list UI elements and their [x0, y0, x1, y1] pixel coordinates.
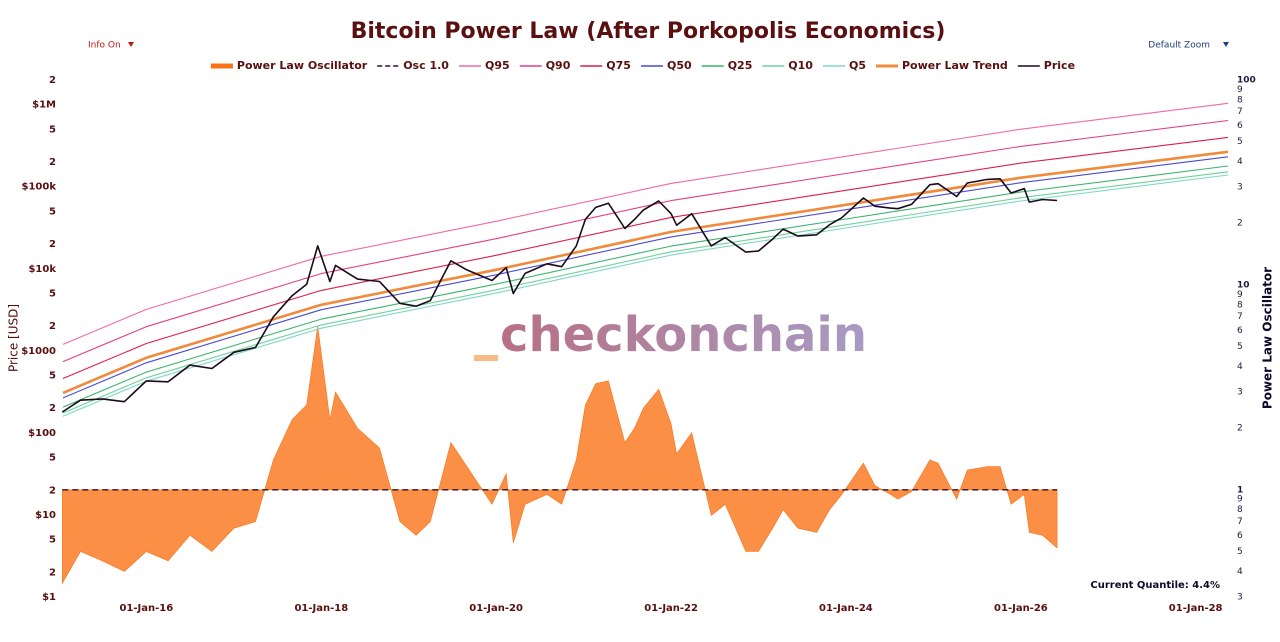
chart-title: Bitcoin Power Law (After Porkopolis Econ… — [351, 19, 946, 44]
y-tick-label: 2 — [49, 239, 56, 250]
legend-label: Q90 — [546, 59, 571, 72]
legend-item: Q75 — [580, 59, 631, 72]
series-line — [62, 165, 1229, 408]
y-tick-label: 5 — [49, 206, 56, 217]
x-tick-label: 01-Jan-24 — [819, 603, 873, 614]
y-tick-label: 5 — [49, 371, 56, 382]
y2-tick-label: 9 — [1237, 85, 1243, 95]
legend-item: Q5 — [823, 59, 866, 72]
series-line — [62, 150, 1229, 395]
y-tick-label: 2 — [49, 321, 56, 332]
y-tick-label: 2 — [49, 403, 56, 414]
y-tick-label: $1M — [32, 100, 56, 111]
y2-tick-label: 3 — [1237, 388, 1243, 398]
y-tick-label: 5 — [49, 535, 56, 546]
watermark-text: checkonchain — [500, 307, 867, 363]
y-tick-label: 2 — [49, 157, 56, 168]
legend-item: Q25 — [701, 59, 753, 72]
y-tick-label: $100k — [22, 182, 57, 193]
y2-tick-label: 7 — [1237, 517, 1243, 527]
legend-label: Q25 — [728, 59, 753, 72]
y-tick-label: $10k — [28, 264, 56, 275]
y-tick-label: $10 — [35, 510, 56, 521]
y2-tick-label: 9 — [1237, 495, 1243, 505]
legend-item: Q95 — [459, 59, 510, 72]
series-line — [61, 178, 1058, 413]
info-toggle-arrow[interactable] — [128, 42, 134, 47]
y2-tick-label: 7 — [1237, 107, 1243, 117]
y2-tick-label: 4 — [1237, 567, 1243, 577]
legend-label: Osc 1.0 — [403, 59, 449, 72]
y-tick-label: 5 — [49, 288, 56, 299]
y2-tick-label: 9 — [1237, 290, 1243, 300]
legend-label: Q50 — [667, 59, 692, 72]
current-quantile: Current Quantile: 4.4% — [1090, 580, 1220, 591]
y2-tick-label: 3 — [1237, 183, 1243, 193]
y-tick-label: 2 — [49, 75, 56, 86]
series-line — [62, 119, 1229, 363]
y2-tick-label: 4 — [1237, 157, 1243, 167]
legend-label: Power Law Oscillator — [237, 59, 368, 72]
y2-tick-label: 5 — [1237, 342, 1243, 352]
legend-label: Q95 — [485, 59, 510, 72]
series-line — [62, 102, 1229, 345]
legend-item: Q50 — [641, 59, 692, 72]
legend-item: Power Law Trend — [876, 59, 1008, 72]
x-tick-label: 01-Jan-16 — [119, 603, 173, 614]
legend-label: Q5 — [849, 59, 866, 72]
y2-tick-label: 1 — [1237, 485, 1243, 495]
y-tick-label: 5 — [49, 124, 56, 135]
series-line — [62, 136, 1229, 380]
legend-item: Price — [1017, 59, 1075, 72]
x-tick-label: 01-Jan-26 — [994, 603, 1048, 614]
y2-tick-label: 8 — [1237, 95, 1243, 105]
x-tick-label: 01-Jan-28 — [1169, 603, 1223, 614]
watermark-underscore — [474, 355, 498, 361]
legend-item: Q10 — [762, 59, 813, 72]
y2-tick-label: 10 — [1237, 280, 1250, 290]
y-tick-label: 2 — [49, 485, 56, 496]
y-tick-label: 2 — [49, 567, 56, 578]
y2-tick-label: 4 — [1237, 362, 1243, 372]
y2-tick-label: 7 — [1237, 312, 1243, 322]
y-axis-title: Price [USD] — [7, 304, 21, 372]
zoom-control[interactable]: Default Zoom — [1148, 41, 1210, 51]
oscillator-area — [62, 325, 1058, 585]
legend-label: Price — [1044, 59, 1075, 72]
legend-label: Power Law Trend — [902, 59, 1008, 72]
legend-item: Osc 1.0 — [377, 59, 449, 72]
plot-area — [61, 102, 1229, 585]
x-tick-label: 01-Jan-22 — [644, 603, 698, 614]
y2-tick-label: 6 — [1237, 531, 1243, 541]
series-line — [62, 156, 1229, 399]
info-toggle[interactable]: Info On — [88, 41, 121, 51]
y2-tick-label: 6 — [1237, 326, 1243, 336]
y2-tick-label: 5 — [1237, 547, 1243, 557]
y2-axis-title: Power Law Oscillator — [1261, 267, 1275, 409]
y-tick-label: 5 — [49, 453, 56, 464]
y2-tick-label: 5 — [1237, 137, 1243, 147]
legend-label: Q75 — [606, 59, 631, 72]
y2-tick-label: 3 — [1237, 593, 1243, 603]
x-tick-label: 01-Jan-18 — [294, 603, 348, 614]
legend-item: Q90 — [519, 59, 571, 72]
y-tick-label: $1000 — [21, 346, 56, 357]
y2-tick-label: 6 — [1237, 121, 1243, 131]
series-line — [62, 174, 1229, 417]
y2-tick-label: 2 — [1237, 219, 1243, 229]
legend-label: Q10 — [788, 59, 813, 72]
watermark: checkonchain — [474, 307, 867, 363]
y2-tick-label: 2 — [1237, 424, 1243, 434]
series-line — [62, 171, 1229, 414]
zoom-control-arrow[interactable] — [1223, 42, 1229, 47]
y-tick-label: $100 — [28, 428, 56, 439]
y2-tick-label: 100 — [1237, 76, 1256, 86]
y-tick-label: $1 — [42, 592, 56, 603]
x-tick-label: 01-Jan-20 — [469, 603, 523, 614]
y2-tick-label: 8 — [1237, 300, 1243, 310]
y2-tick-label: 8 — [1237, 505, 1243, 515]
legend: Power Law Oscillator Osc 1.0 Q95 Q90 Q75 Q50 Q… — [210, 59, 1075, 72]
legend-item: Power Law Oscillator — [210, 59, 368, 72]
